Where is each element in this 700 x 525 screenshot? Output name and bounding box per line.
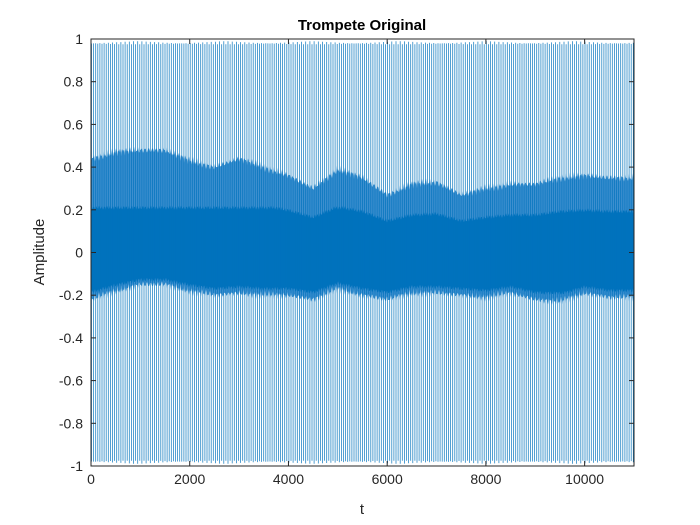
x-tick-labels: 0 2000 4000 6000 8000 10000: [87, 471, 604, 487]
y-axis-label: Amplitude: [31, 219, 48, 286]
x-tick-label: 8000: [470, 471, 501, 487]
y-tick-label: -1: [71, 458, 84, 474]
tick-marks: [90, 38, 634, 467]
y-tick-label: 0.8: [64, 74, 84, 90]
y-tick-label: -0.4: [59, 330, 83, 346]
x-tick-label: 10000: [565, 471, 604, 487]
x-tick-label: 6000: [372, 471, 403, 487]
chart-title: Trompete Original: [298, 17, 426, 34]
y-tick-label: 0: [75, 245, 83, 261]
x-tick-label: 0: [87, 471, 95, 487]
y-tick-label: -0.6: [59, 373, 83, 389]
y-tick-label: 0.4: [64, 159, 84, 175]
signal-series: [91, 41, 634, 464]
x-tick-label: 2000: [174, 471, 205, 487]
y-tick-label: 1: [75, 31, 83, 47]
y-tick-label: -0.2: [59, 287, 83, 303]
y-tick-label: -0.8: [59, 415, 83, 431]
x-tick-label: 4000: [273, 471, 304, 487]
y-tick-label: 0.2: [64, 202, 84, 218]
y-tick-labels: 1 0.8 0.6 0.4 0.2 0 -0.2 -0.4 -0.6 -0.8 -1: [59, 31, 83, 474]
x-axis-label: t: [360, 501, 365, 518]
y-tick-label: 0.6: [64, 116, 84, 132]
